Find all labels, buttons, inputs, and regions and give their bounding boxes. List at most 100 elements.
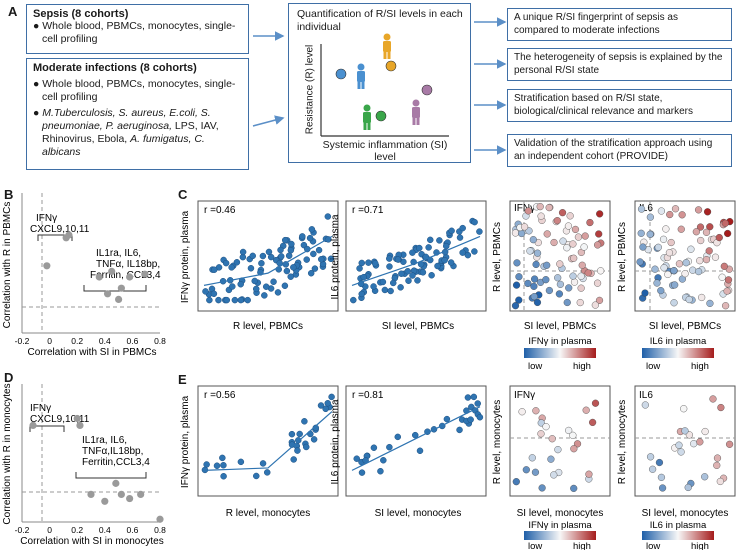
scatter-point <box>411 431 419 439</box>
heat-point <box>581 232 589 240</box>
person-blue-icon <box>357 63 365 89</box>
heat-point <box>542 423 550 431</box>
scatter-point <box>356 265 363 272</box>
scatter-point <box>394 256 402 263</box>
panel-label-d: D <box>4 370 14 385</box>
scatter-point <box>476 228 483 235</box>
panel-label-a: A <box>8 4 18 19</box>
c3-title: IFNγ <box>514 203 535 214</box>
scatter-point <box>306 234 314 242</box>
heat-point <box>593 279 602 287</box>
corr-point <box>29 421 37 429</box>
heat-point <box>698 293 706 302</box>
heat-point <box>530 292 538 301</box>
heat-point <box>723 287 731 295</box>
scatter-point <box>288 240 295 248</box>
heat-point <box>528 454 536 462</box>
heat-point <box>653 279 661 287</box>
heat-point <box>584 269 592 277</box>
heat-point <box>646 453 655 461</box>
scatter-point <box>353 455 360 462</box>
scatter-point <box>405 277 412 284</box>
heat-point <box>530 282 538 290</box>
b-points <box>43 231 149 303</box>
e3-ylabel: R level, monocytes <box>492 400 503 484</box>
x-tick-label: 0.6 <box>126 336 138 346</box>
heat-point <box>577 272 585 280</box>
d-points <box>29 414 164 523</box>
heat-point <box>570 445 578 453</box>
heat-point <box>677 225 685 233</box>
x-tick-label: 0.4 <box>99 525 111 535</box>
moderate-item-2: ● M.Tuberculosis, S. aureus, E.coli, S. … <box>33 107 219 158</box>
heat-point <box>536 203 544 211</box>
outcome-box-4: Validation of the stratification approac… <box>507 134 732 167</box>
x-tick-label: 0 <box>47 336 52 346</box>
heat-point <box>675 260 684 268</box>
heat-point <box>589 418 597 427</box>
heat-point <box>533 249 542 257</box>
scatter-point <box>296 430 303 438</box>
corr-point <box>141 270 149 278</box>
scatter-point <box>220 473 227 480</box>
heat-point <box>591 301 599 309</box>
scatter-point <box>358 259 366 267</box>
heat-point <box>702 256 711 264</box>
scatter-point <box>287 247 295 254</box>
c2-points <box>350 217 483 304</box>
d-group1-label: IFNγ <box>30 403 51 414</box>
corr-point <box>108 267 116 275</box>
heat-point <box>696 257 704 265</box>
heat-point <box>696 223 705 231</box>
heat-point <box>681 270 689 278</box>
scatter-point <box>443 415 451 423</box>
d-bracket-2 <box>75 472 147 479</box>
scatter-point <box>239 248 247 256</box>
heat-point <box>701 473 709 481</box>
heat-point <box>526 247 534 255</box>
scatter-point <box>464 251 472 259</box>
heat-point <box>556 260 564 268</box>
scatter-point <box>427 236 434 244</box>
heat-point <box>716 477 724 486</box>
scatter-point <box>233 259 241 266</box>
scatter-point <box>459 224 466 232</box>
quantification-box: Quantification of R/SI levels in each in… <box>288 3 471 163</box>
scatter-point <box>419 269 427 276</box>
x-tick-label: 0.2 <box>71 336 83 346</box>
corr-point <box>65 231 73 239</box>
heat-point <box>687 245 695 253</box>
person-green-icon <box>363 104 371 130</box>
c4-title: IL6 <box>639 203 653 214</box>
trend-line <box>351 235 481 286</box>
scatter-point <box>428 272 435 279</box>
scatter-point <box>447 259 455 266</box>
x-tick-label: -0.2 <box>15 336 30 346</box>
trend-line <box>203 235 333 286</box>
e3-legend-bar <box>524 531 596 540</box>
heat-point <box>574 233 583 241</box>
heat-point <box>664 270 672 279</box>
panel-b-chart: IFNγ CXCL9,10,11 IL1ra, IL6, TNFα, IL18b… <box>2 193 166 358</box>
d-ylabel: Correlation with R in monocytes <box>2 383 13 524</box>
heat-point <box>654 243 662 251</box>
heat-point <box>594 241 602 249</box>
e4-legend-low: low <box>646 541 660 550</box>
c3-legend-high: high <box>573 361 591 372</box>
c1-frame <box>197 200 339 312</box>
scatter-point <box>470 393 478 401</box>
heat-point <box>520 223 529 231</box>
heat-point <box>690 440 698 448</box>
heat-point <box>696 438 704 446</box>
scatter-point <box>223 296 231 304</box>
heat-point <box>695 267 703 276</box>
c4-legend-high: high <box>691 361 709 372</box>
scatter-point <box>317 256 325 263</box>
scatter-point <box>303 256 310 263</box>
d-group2-line3: Ferritin,CCL3,4 <box>82 457 150 468</box>
scatter-point <box>371 260 379 267</box>
scatter-point <box>471 218 478 226</box>
scatter-point <box>360 273 367 281</box>
heat-point <box>545 286 553 295</box>
e1-points <box>201 393 335 480</box>
